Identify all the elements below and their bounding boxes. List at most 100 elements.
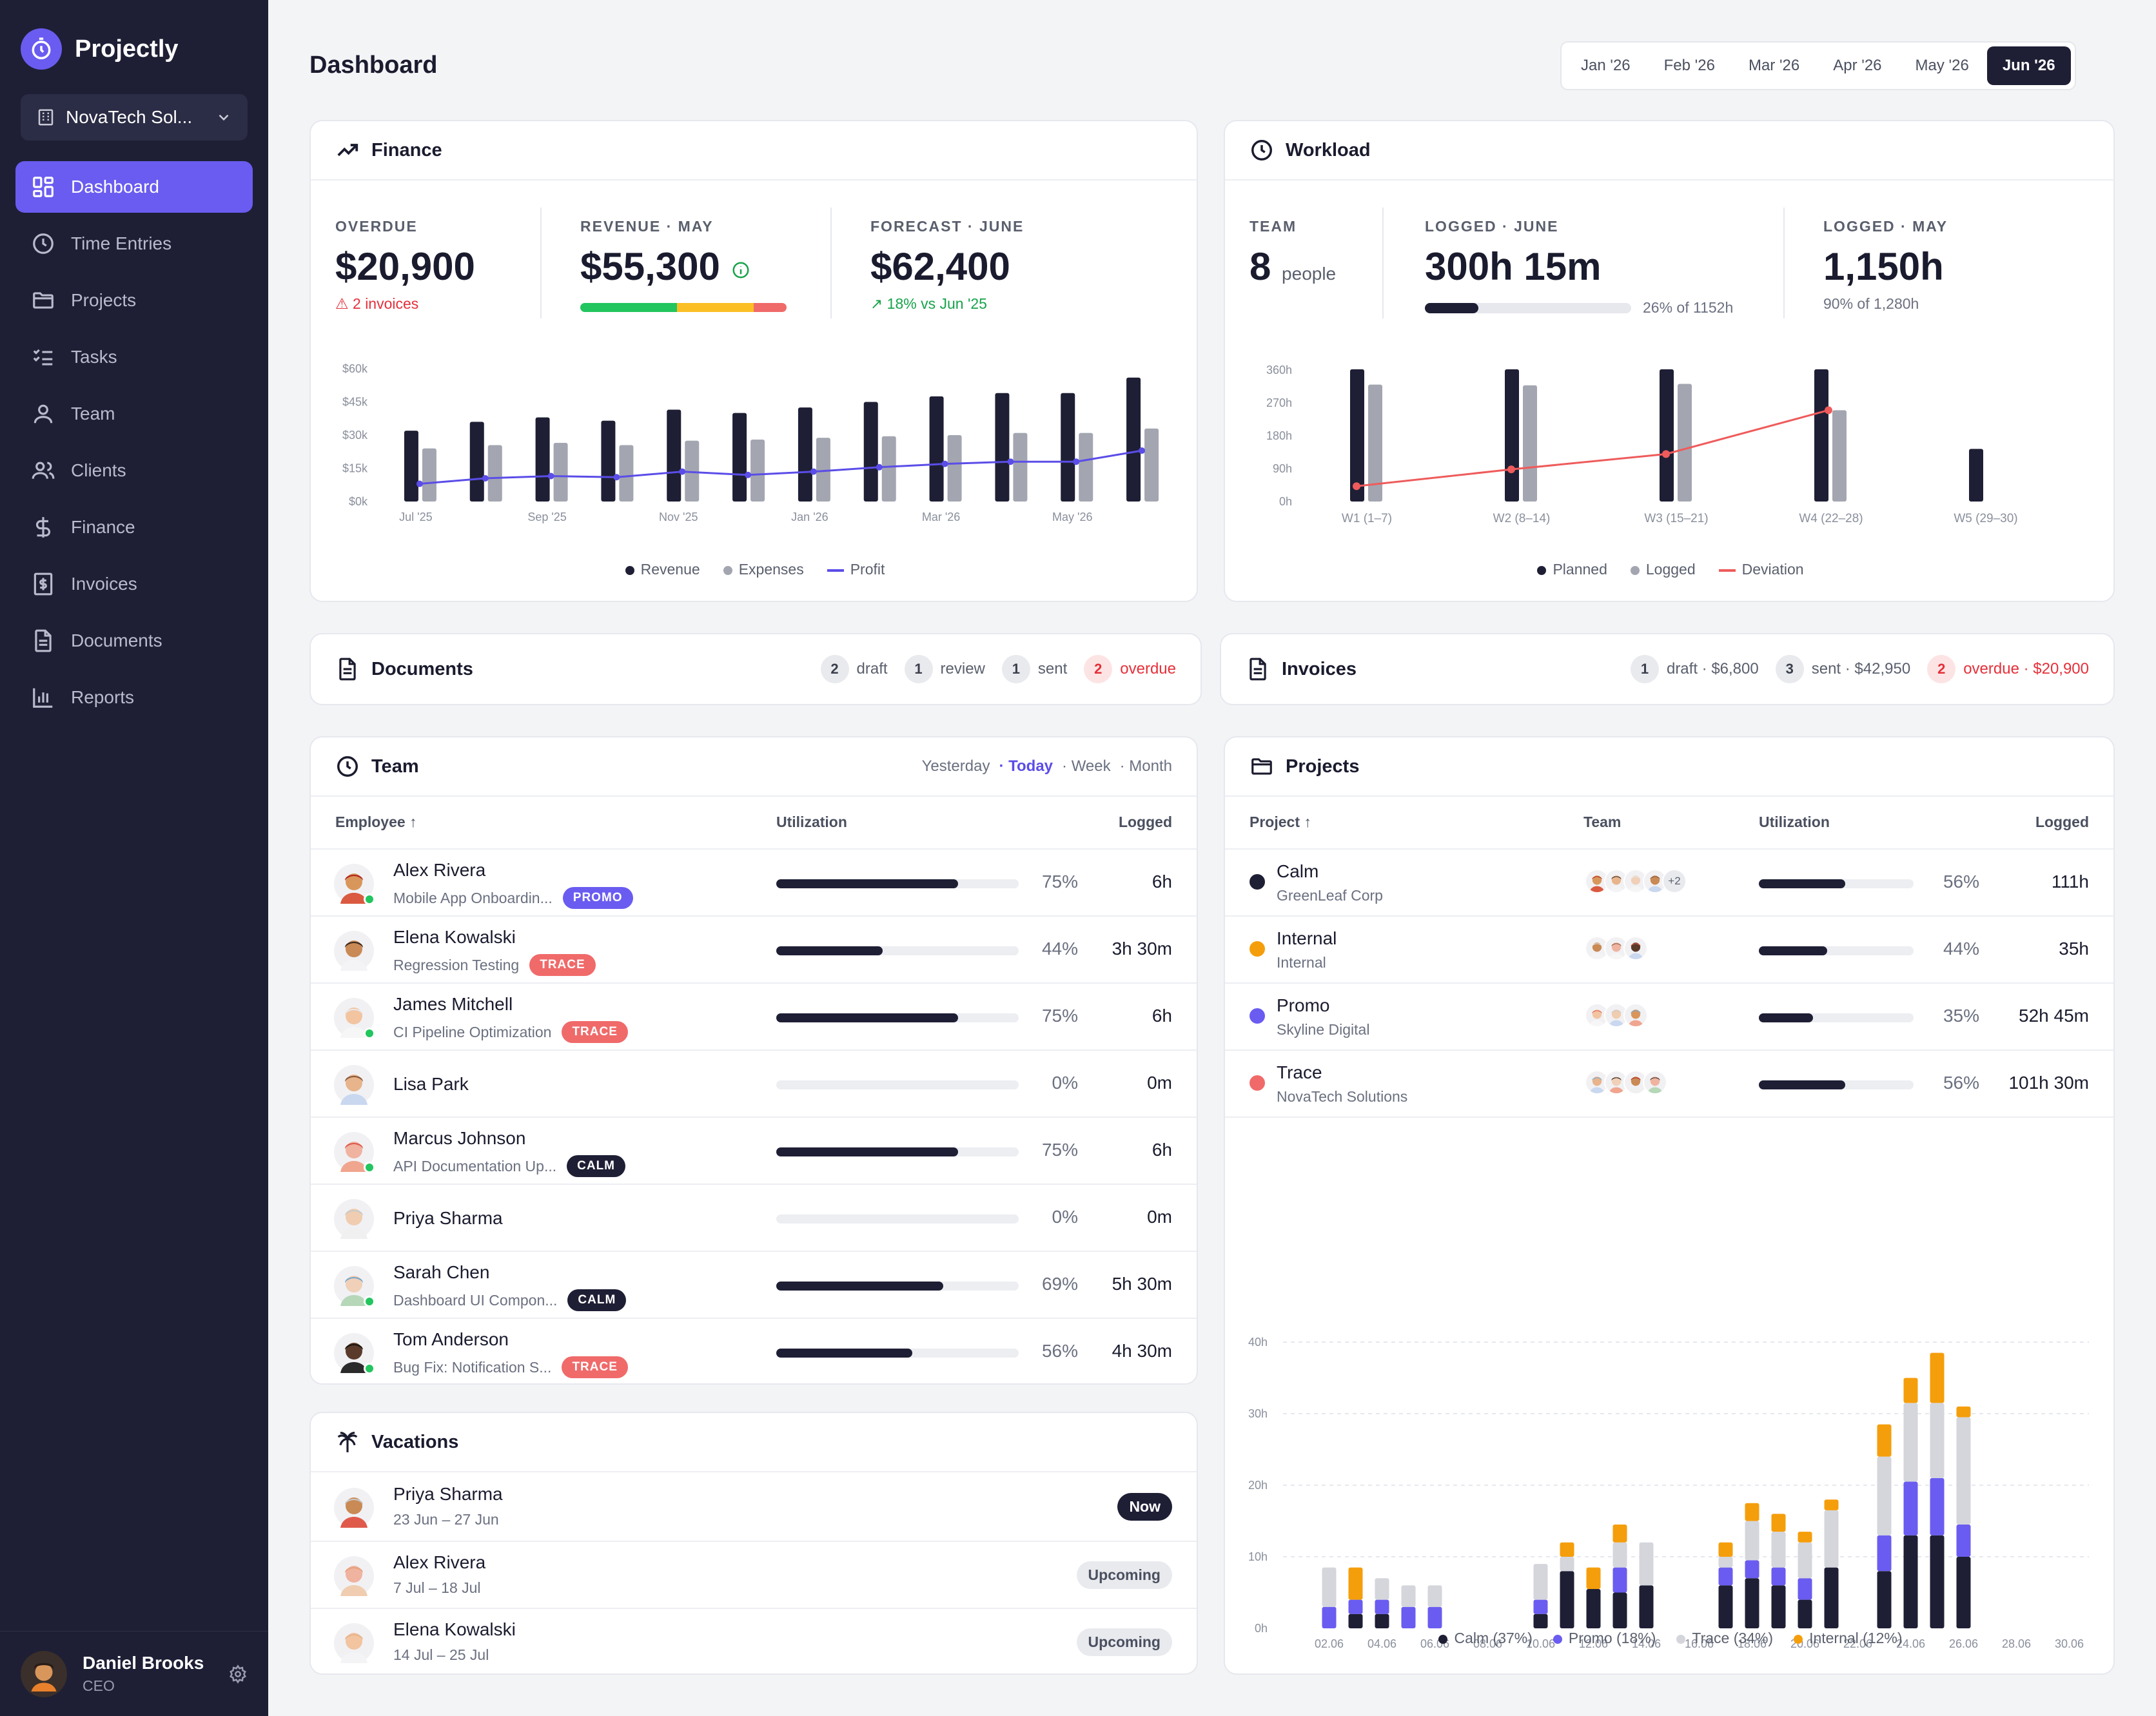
promo-bar-segment bbox=[1745, 1560, 1759, 1579]
x-tick-label: Nov '25 bbox=[659, 511, 698, 523]
logged-bar bbox=[1368, 384, 1382, 502]
expenses-bar bbox=[816, 438, 830, 502]
logged-may-stat: LOGGED · MAY 1,150h 90% of 1,280h bbox=[1823, 218, 1948, 313]
internal-bar-segment bbox=[1560, 1542, 1574, 1557]
range-tab-today[interactable]: · Today bbox=[999, 757, 1054, 775]
table-row[interactable]: Lisa Park 0% 0m bbox=[311, 1049, 1197, 1116]
invoices-card[interactable]: Invoices 1 draft · $6,800 3 sent · $42,950… bbox=[1220, 633, 2115, 705]
month-tab[interactable]: Jan '26 bbox=[1581, 57, 1631, 74]
count-review[interactable]: 1 review bbox=[904, 655, 985, 683]
workload-chart: 0h 90h 180h 270h 360h W1 (1–7) W2 (8–14) W3 (15… bbox=[1266, 364, 2018, 525]
list-item[interactable]: Elena Kowalski 14 Jul – 25 Jul Upcoming bbox=[311, 1608, 1197, 1673]
brand[interactable]: Projectly bbox=[21, 28, 179, 70]
logged-progress: 26% of 1152h bbox=[1425, 299, 1733, 317]
column-project[interactable]: Project ↑ bbox=[1250, 814, 1311, 830]
online-indicator bbox=[364, 1162, 375, 1173]
sidebar-item-clients[interactable]: Clients bbox=[15, 445, 253, 496]
workload-card-header: Workload bbox=[1225, 121, 2113, 180]
internal-bar-segment bbox=[1824, 1499, 1839, 1510]
month-tab-selected[interactable]: Jun '26 bbox=[1986, 46, 2071, 85]
avatar bbox=[334, 931, 374, 971]
documents-card[interactable]: Documents 2 draft 1 review 1 sent 2 overdue bbox=[309, 633, 1202, 705]
table-row[interactable]: Calm GreenLeaf Corp +2 56% 111h bbox=[1225, 848, 2113, 915]
column-utilization[interactable]: Utilization bbox=[776, 814, 847, 830]
table-row[interactable]: Trace NovaTech Solutions 56% 101h 30m bbox=[1225, 1049, 2113, 1116]
month-tab[interactable]: May '26 bbox=[1915, 57, 1969, 74]
sidebar-item-projects[interactable]: Projects bbox=[15, 275, 253, 326]
team-avatars bbox=[1585, 1003, 1648, 1028]
stat-label: LOGGED · JUNE bbox=[1425, 218, 1559, 235]
list-item[interactable]: Alex Rivera 7 Jul – 18 Jul Upcoming bbox=[311, 1541, 1197, 1608]
user-profile[interactable]: Daniel Brooks CEO bbox=[0, 1631, 268, 1716]
projects-card-header: Projects bbox=[1225, 737, 2113, 797]
sidebar-item-reports[interactable]: Reports bbox=[15, 672, 253, 723]
legend-label: Promo (18%) bbox=[1568, 1630, 1656, 1646]
table-row[interactable]: Tom Anderson Bug Fix: Notification S... … bbox=[311, 1318, 1197, 1383]
count-draft[interactable]: 2 draft bbox=[820, 655, 888, 683]
count-sent[interactable]: 1 sent bbox=[1001, 655, 1067, 683]
promo-bar-segment bbox=[1718, 1567, 1733, 1586]
stat-value: 1,150h bbox=[1823, 245, 1944, 288]
project-color-dot bbox=[1250, 941, 1265, 957]
x-tick-label: 10.06 bbox=[1526, 1637, 1555, 1650]
legend-label: Logged bbox=[1645, 561, 1696, 578]
month-tab[interactable]: Mar '26 bbox=[1748, 57, 1800, 74]
count-badge: 2 bbox=[820, 655, 849, 683]
logged-time: 6h bbox=[1152, 1006, 1172, 1026]
sidebar-item-team[interactable]: Team bbox=[15, 388, 253, 440]
table-row[interactable]: Alex Rivera Mobile App Onboardin... PROM… bbox=[311, 848, 1197, 915]
count-sent[interactable]: 3 sent · $42,950 bbox=[1775, 655, 1910, 683]
count-draft[interactable]: 1 draft · $6,800 bbox=[1630, 655, 1759, 683]
sidebar-item-tasks[interactable]: Tasks bbox=[15, 331, 253, 383]
stat-label: OVERDUE bbox=[335, 218, 418, 235]
sidebar-item-dashboard[interactable]: Dashboard bbox=[15, 161, 253, 213]
logged-time: 35h bbox=[2059, 939, 2089, 959]
range-tab-month[interactable]: · Month bbox=[1119, 757, 1172, 775]
table-row[interactable]: James Mitchell CI Pipeline Optimization … bbox=[311, 982, 1197, 1049]
sidebar-item-time-entries[interactable]: Time Entries bbox=[15, 218, 253, 269]
sidebar-item-finance[interactable]: Finance bbox=[15, 502, 253, 553]
column-logged[interactable]: Logged bbox=[1118, 814, 1172, 830]
utilization-fill bbox=[776, 1282, 944, 1291]
month-tab[interactable]: Apr '26 bbox=[1833, 57, 1882, 74]
more-members-badge[interactable]: +2 bbox=[1662, 869, 1687, 893]
table-row[interactable]: Elena Kowalski Regression Testing TRACE … bbox=[311, 915, 1197, 982]
column-utilization[interactable]: Utilization bbox=[1759, 814, 1830, 830]
trending-up-icon: ↗ bbox=[870, 295, 883, 312]
column-team[interactable]: Team bbox=[1583, 814, 1622, 830]
list-item[interactable]: Priya Sharma 23 Jun – 27 Jun Now bbox=[311, 1474, 1197, 1541]
team-card: Team Yesterday · Today · Week · Month Em… bbox=[309, 736, 1198, 1385]
logged-bar bbox=[1832, 410, 1847, 502]
gear-icon[interactable] bbox=[228, 1664, 248, 1684]
bar-chart-icon bbox=[33, 688, 53, 708]
sidebar-item-documents[interactable]: Documents bbox=[15, 615, 253, 667]
stat-sub[interactable]: ⚠ 2 invoices bbox=[335, 295, 475, 313]
column-logged[interactable]: Logged bbox=[2035, 814, 2089, 830]
column-employee[interactable]: Employee ↑ bbox=[335, 814, 417, 830]
utilization-fill bbox=[1759, 946, 1827, 955]
table-row[interactable]: Priya Sharma 0% 0m bbox=[311, 1184, 1197, 1251]
range-tab-week[interactable]: · Week bbox=[1062, 757, 1111, 775]
promo-bar-segment bbox=[1427, 1606, 1442, 1628]
range-tab-yesterday[interactable]: Yesterday bbox=[921, 757, 990, 775]
table-row[interactable]: Promo Skyline Digital 35% 52h 45m bbox=[1225, 982, 2113, 1049]
info-icon[interactable] bbox=[731, 260, 750, 280]
sidebar-item-label: Projects bbox=[71, 290, 137, 310]
project-color-dot bbox=[1250, 1008, 1265, 1024]
x-tick-label: Sep '25 bbox=[527, 511, 567, 523]
table-row[interactable]: Sarah Chen Dashboard UI Compon... CALM 6… bbox=[311, 1251, 1197, 1318]
trace-bar-segment bbox=[1824, 1510, 1839, 1568]
org-switcher[interactable]: NovaTech Sol... bbox=[21, 94, 248, 141]
logged-time: 0m bbox=[1147, 1073, 1172, 1093]
month-tab[interactable]: Feb '26 bbox=[1663, 57, 1715, 74]
stat-sub: ↗ 18% vs Jun '25 bbox=[870, 295, 1024, 313]
table-row[interactable]: Internal Internal 44% 35h bbox=[1225, 915, 2113, 982]
utilization-percent: 56% bbox=[1943, 872, 1979, 892]
user-role: CEO bbox=[83, 1677, 115, 1694]
count-overdue[interactable]: 2 overdue · $20,900 bbox=[1927, 655, 2089, 683]
table-row[interactable]: Marcus Johnson API Documentation Up... C… bbox=[311, 1116, 1197, 1184]
sidebar-item-invoices[interactable]: Invoices bbox=[15, 558, 253, 610]
legend-item-expenses: Expenses bbox=[723, 561, 804, 578]
count-overdue[interactable]: 2 overdue bbox=[1084, 655, 1176, 683]
stat-label: TEAM bbox=[1250, 218, 1297, 235]
